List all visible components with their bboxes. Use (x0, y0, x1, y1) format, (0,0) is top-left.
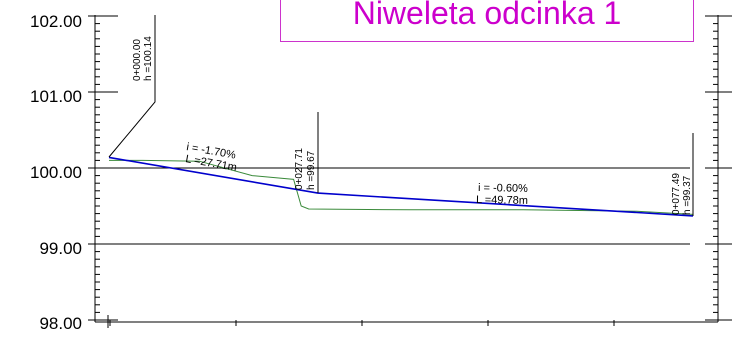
station-marker-0: 0+000.00 h =100.14 (108, 15, 156, 158)
y-axis-tick-labels: 102.00 101.00 100.00 99.00 98.00 (30, 12, 82, 333)
y-tick-label: 101.00 (30, 87, 82, 106)
station-marker-2: 0+077.49 h =99.37 (671, 133, 694, 216)
segment-grade-label: i = -0.60% (478, 182, 528, 195)
axes (88, 15, 732, 328)
station-label: 0+027.71 (294, 148, 305, 190)
station-height-label: h =99.37 (682, 175, 693, 215)
y-tick-label: 102.00 (30, 12, 82, 31)
station-height-label: h =99.67 (306, 150, 317, 190)
segment-label-0: i = -1.70% L =27.71m (184, 141, 237, 174)
station-marker-1: 0+027.71 h =99.67 (294, 112, 319, 193)
y-tick-label: 98.00 (39, 314, 82, 333)
grade-line (108, 156, 694, 217)
y-tick-label: 99.00 (39, 239, 82, 258)
station-label: 0+077.49 (671, 173, 682, 215)
terrain-line (109, 159, 694, 215)
title-box: Niweleta odcinka 1 (280, 0, 694, 42)
chart-title: Niweleta odcinka 1 (352, 0, 622, 31)
station-label: 0+000.00 (132, 39, 143, 81)
segment-length-label: L =49.78m (476, 194, 528, 207)
station-height-label: h =100.14 (143, 36, 154, 81)
profile-lines (108, 156, 694, 217)
segment-label-1: i = -0.60% L =49.78m (476, 182, 528, 207)
y-tick-label: 100.00 (30, 163, 82, 182)
